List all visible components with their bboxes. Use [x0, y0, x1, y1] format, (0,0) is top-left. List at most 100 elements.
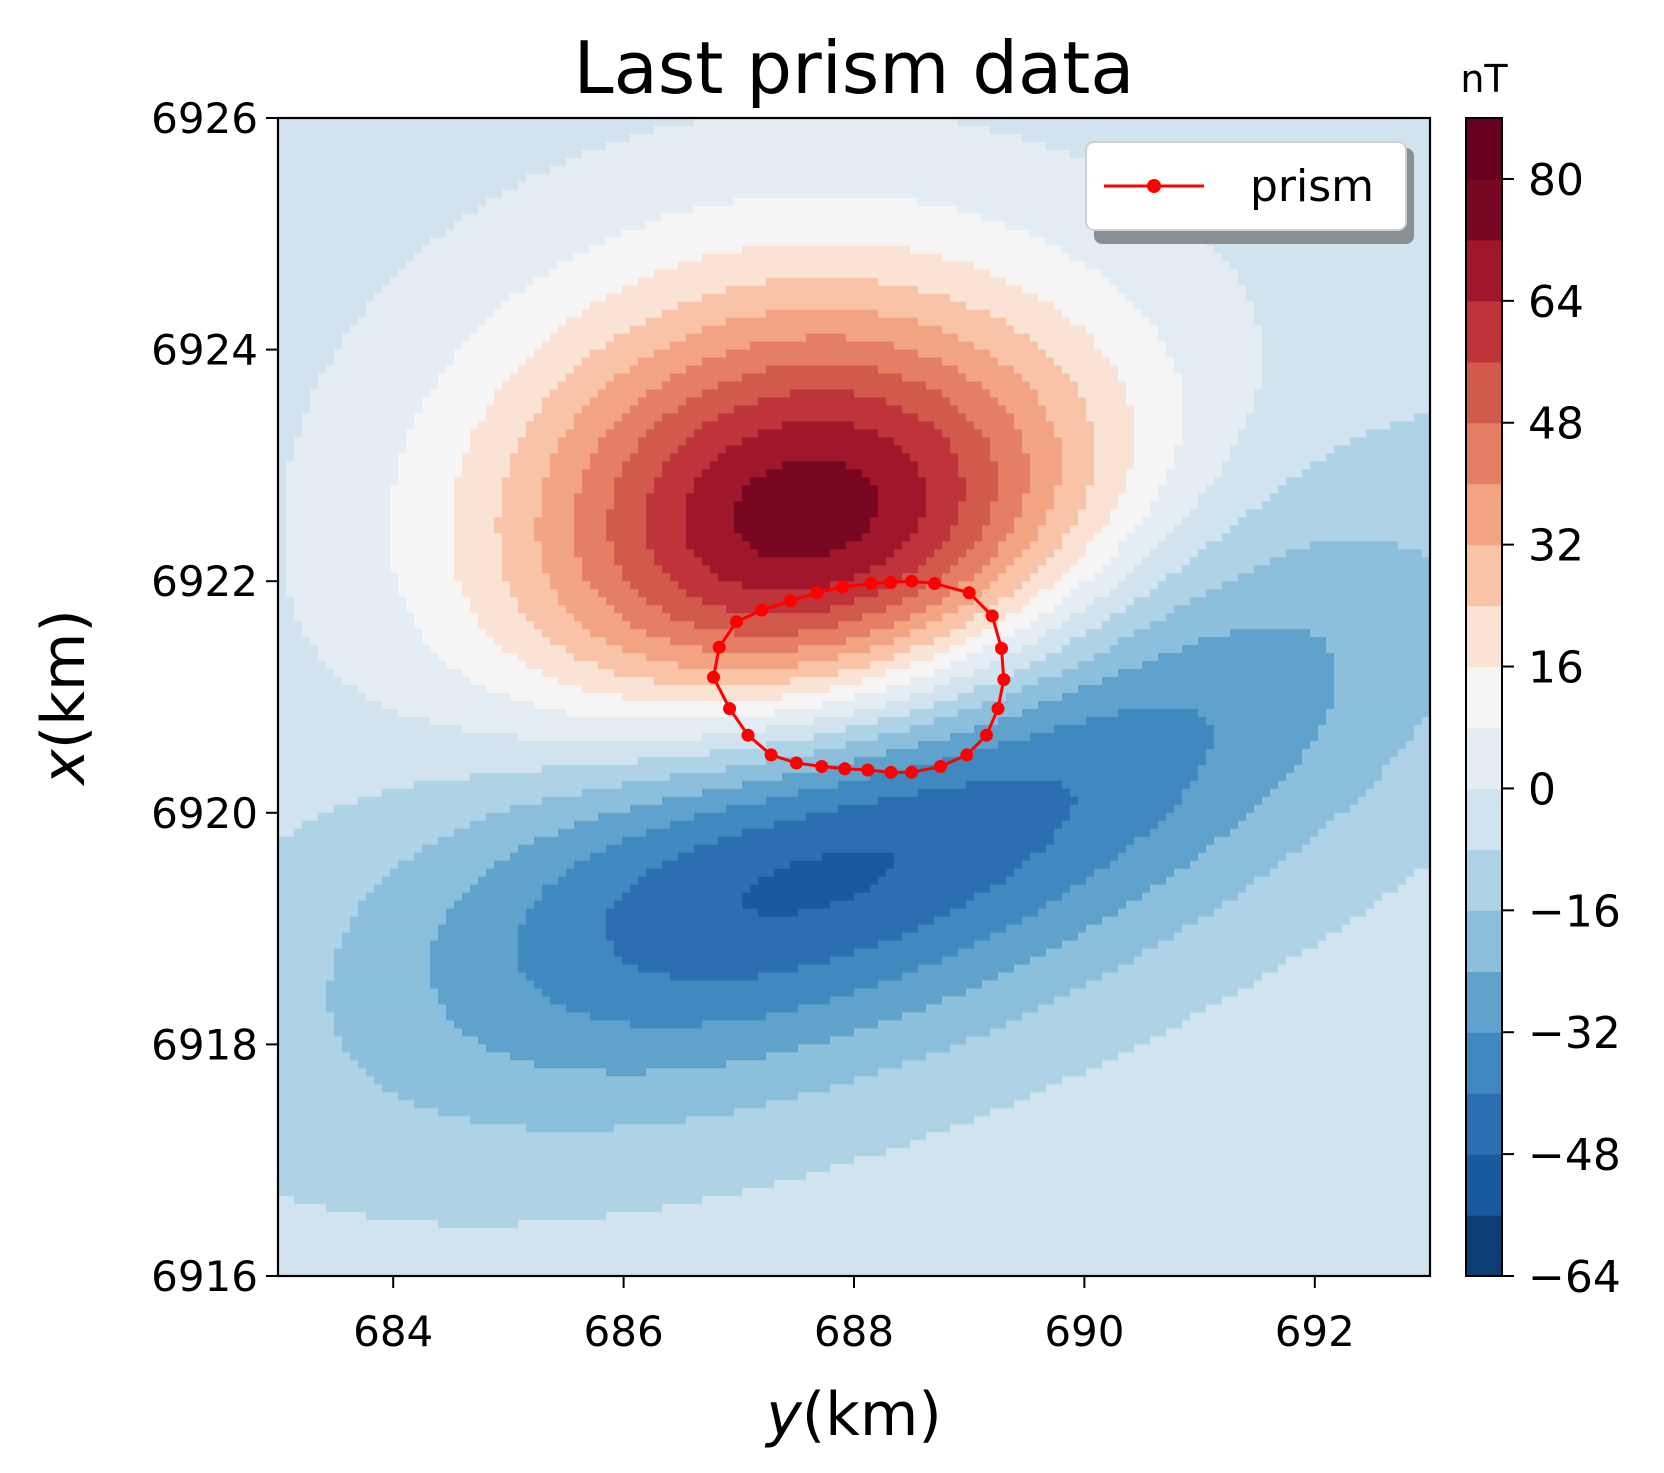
- contour-cell: [350, 924, 439, 934]
- prism-vertex: [985, 609, 999, 623]
- contour-cell: [886, 557, 927, 567]
- contour-cell: [798, 629, 871, 638]
- contour-cell: [406, 597, 471, 606]
- contour-cell: [966, 988, 1071, 998]
- contour-cell: [278, 277, 391, 287]
- contour-cell: [454, 565, 503, 575]
- contour-cell: [942, 756, 1207, 766]
- contour-cell: [1030, 852, 1119, 862]
- contour-cell: [694, 812, 807, 822]
- contour-cell: [534, 836, 623, 846]
- contour-cell: [734, 405, 903, 415]
- contour-cell: [1078, 389, 1127, 399]
- contour-cell: [934, 549, 967, 559]
- contour-cell: [854, 693, 911, 702]
- contour-cell: [278, 253, 415, 263]
- contour-cell: [1134, 629, 1231, 638]
- contour-cell: [342, 1036, 479, 1046]
- contour-cell: [1078, 517, 1111, 527]
- contour-cell: [1014, 517, 1047, 527]
- contour-cell: [878, 796, 1079, 806]
- contour-cell: [934, 421, 975, 431]
- contour-cell: [582, 485, 615, 495]
- contour-cell: [958, 581, 991, 590]
- contour-cell: [1046, 405, 1087, 415]
- contour-cell: [470, 437, 519, 447]
- y-axis-label-variable: x: [29, 749, 99, 787]
- contour-cell: [1094, 341, 1167, 351]
- contour-cell: [278, 964, 335, 974]
- contour-cell: [278, 269, 399, 279]
- contour-cell: [278, 613, 295, 622]
- contour-cell: [614, 485, 655, 495]
- contour-cell: [326, 1204, 663, 1213]
- contour-cell: [278, 1180, 775, 1189]
- contour-cell: [278, 357, 335, 367]
- contour-cell: [718, 453, 911, 463]
- contour-cell: [1366, 429, 1430, 439]
- contour-cell: [750, 341, 895, 351]
- contour-cell: [486, 629, 543, 638]
- contour-cell: [646, 868, 775, 878]
- contour-cell: [542, 988, 855, 998]
- contour-cell: [1118, 908, 1215, 918]
- contour-cell: [894, 637, 935, 646]
- contour-cell: [278, 181, 519, 191]
- contour-cell: [1046, 349, 1103, 359]
- contour-cell: [542, 541, 575, 551]
- contour-cell: [1110, 589, 1151, 598]
- contour-cell: [846, 541, 903, 551]
- contour-cell: [390, 533, 455, 543]
- contour-cell: [686, 437, 743, 447]
- contour-cell: [1238, 437, 1351, 447]
- contour-cell: [278, 732, 519, 742]
- contour-cell: [1390, 756, 1430, 766]
- contour-cell: [734, 197, 919, 207]
- contour-cell: [574, 653, 647, 662]
- contour-cell: [518, 653, 575, 662]
- contour-cell: [470, 772, 671, 782]
- contour-cell: [1198, 916, 1351, 926]
- contour-cell: [630, 133, 1023, 143]
- contour-cell: [1310, 836, 1430, 846]
- contour-cell: [958, 557, 991, 567]
- contour-cell: [1054, 485, 1087, 495]
- contour-cell: [1110, 613, 1167, 622]
- contour-cell: [278, 421, 303, 431]
- contour-cell: [342, 932, 439, 942]
- contour-cell: [990, 437, 1023, 447]
- contour-cell: [702, 421, 783, 431]
- contour-cell: [398, 477, 455, 487]
- contour-cell: [606, 141, 1047, 151]
- contour-cell: [1422, 549, 1430, 559]
- contour-cell: [278, 844, 423, 854]
- contour-cell: [614, 421, 655, 431]
- contour-cell: [590, 629, 647, 638]
- contour-cell: [1030, 732, 1215, 742]
- contour-cell: [910, 613, 943, 622]
- contour-cell: [1126, 397, 1183, 407]
- contour-cell: [766, 277, 879, 287]
- contour-cell: [758, 429, 879, 439]
- contour-cell: [1110, 357, 1175, 367]
- contour-cell: [1222, 996, 1430, 1006]
- contour-cell: [526, 173, 1119, 183]
- contour-cell: [278, 261, 407, 271]
- contour-cell: [662, 565, 711, 575]
- contour-cell: [998, 397, 1039, 407]
- contour-cell: [278, 1092, 399, 1102]
- contour-cell: [542, 884, 631, 894]
- contour-cell: [1094, 469, 1127, 479]
- contour-cell: [278, 948, 335, 958]
- contour-cell: [278, 1196, 295, 1205]
- contour-cell: [278, 1076, 375, 1086]
- contour-cell: [326, 988, 439, 998]
- contour-cell: [1310, 461, 1430, 471]
- colorbar-band: [1466, 910, 1502, 972]
- contour-cell: [278, 708, 399, 718]
- contour-cell: [678, 445, 727, 455]
- contour-cell: [278, 173, 527, 183]
- contour-cell: [1238, 277, 1430, 287]
- contour-cell: [342, 940, 431, 950]
- contour-cell: [966, 477, 999, 487]
